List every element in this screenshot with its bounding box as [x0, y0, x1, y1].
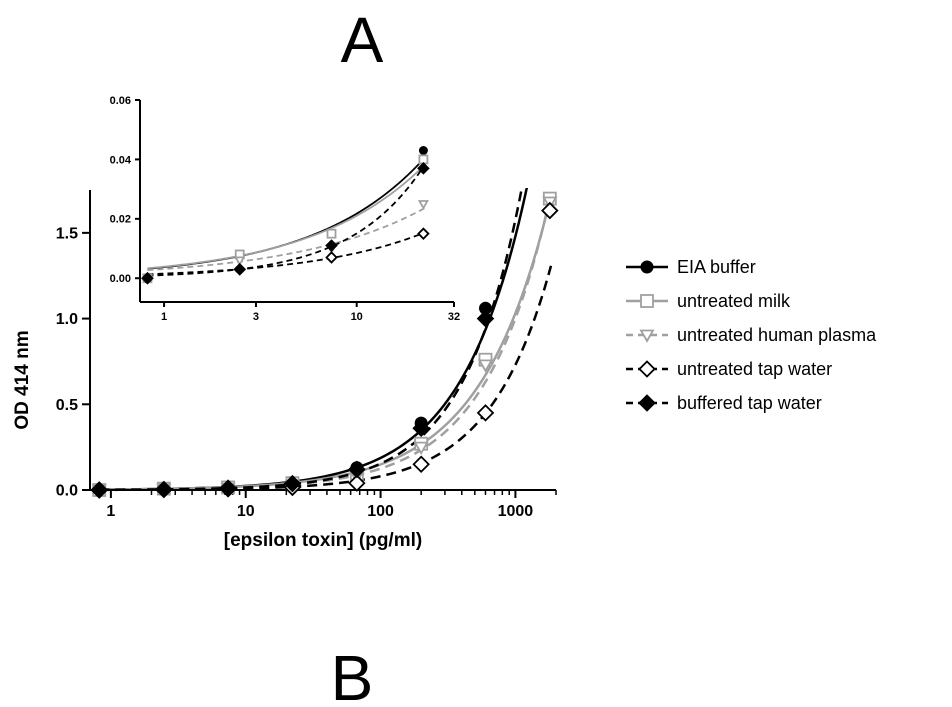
inset-y-tick-label: 0.04 — [110, 154, 132, 166]
legend-label-1: untreated milk — [677, 291, 791, 311]
legend-marker-3 — [638, 360, 656, 378]
inset-point-s2 — [417, 200, 429, 210]
main-markers — [90, 191, 559, 499]
inset-curve-4 — [147, 163, 426, 277]
inset-curve-3 — [147, 231, 426, 276]
main-curves — [99, 188, 553, 492]
inset-markers — [141, 146, 430, 285]
legend: EIA buffer untreated milk untreated human … — [626, 257, 877, 413]
main-point-s4 — [476, 309, 495, 328]
inset-curve-2 — [147, 207, 426, 271]
panel-label-b: B — [331, 642, 374, 702]
main-point-s4 — [219, 479, 237, 497]
inset-x-tick-label: 10 — [351, 311, 363, 323]
inset-point-s4 — [417, 162, 430, 175]
main-chart: 0.0 0.5 1.0 1.5 1 10 100 1000 [epsilon toxin] (p… — [12, 188, 559, 551]
legend-marker-1 — [640, 294, 654, 308]
inset-point-s4 — [233, 263, 246, 276]
main-curve-3 — [99, 265, 553, 492]
main-y-tick-label: 0.0 — [56, 483, 78, 500]
inset-chart: 0.00 0.02 0.04 0.06 1 3 10 32 — [110, 95, 461, 323]
legend-label-0: EIA buffer — [677, 257, 756, 277]
inset-y-tick-label: 0.00 — [110, 273, 131, 285]
legend-label-2: untreated human plasma — [677, 325, 877, 345]
legend-marker-2 — [639, 329, 655, 343]
legend-marker-0 — [640, 260, 654, 274]
inset-axes: 0.00 0.02 0.04 0.06 1 3 10 32 — [110, 95, 461, 323]
legend-label-3: untreated tap water — [677, 359, 832, 379]
main-point-s4 — [90, 481, 109, 499]
main-y-axis-title: OD 414 nm — [12, 330, 33, 429]
main-curve-4 — [99, 188, 524, 492]
main-point-s3 — [541, 201, 559, 220]
inset-curve-1 — [147, 163, 426, 270]
main-point-s3 — [348, 474, 366, 492]
main-y-tick-label: 0.5 — [56, 397, 78, 414]
inset-x-tick-label: 3 — [253, 311, 259, 323]
inset-curves — [147, 156, 426, 277]
main-point-s2 — [413, 441, 429, 455]
main-y-tick-label: 1.0 — [56, 311, 78, 328]
main-y-tick-label: 1.5 — [56, 225, 78, 242]
main-x-tick-label: 1 — [106, 503, 115, 520]
inset-point-s0 — [418, 146, 428, 155]
main-point-s4 — [412, 419, 430, 438]
inset-y-tick-label: 0.02 — [110, 214, 131, 226]
legend-label-4: buffered tap water — [677, 393, 822, 413]
main-point-s3 — [476, 404, 495, 422]
main-x-tick-label: 10 — [237, 503, 255, 520]
main-point-s4 — [348, 460, 366, 479]
inset-x-tick-label: 32 — [448, 311, 460, 323]
main-point-s4 — [155, 480, 173, 499]
main-point-s3 — [412, 455, 430, 474]
inset-point-s3 — [417, 227, 430, 240]
main-point-s2 — [477, 359, 494, 373]
inset-point-s2 — [234, 256, 246, 267]
main-x-tick-label: 100 — [367, 503, 394, 520]
inset-y-tick-label: 0.06 — [110, 95, 131, 107]
legend-marker-4 — [638, 394, 656, 412]
inset-point-s4 — [141, 271, 154, 285]
inset-point-s3 — [325, 251, 338, 264]
main-point-s4 — [283, 474, 302, 493]
main-curve-1 — [99, 195, 553, 491]
inset-x-tick-label: 1 — [161, 311, 167, 323]
inset-point-s4 — [325, 239, 338, 252]
main-x-tick-label: 1000 — [498, 503, 534, 520]
panel-label-a: A — [341, 4, 384, 76]
main-x-axis-title: [epsilon toxin] (pg/ml) — [224, 530, 422, 551]
inset-point-s1 — [326, 228, 337, 239]
